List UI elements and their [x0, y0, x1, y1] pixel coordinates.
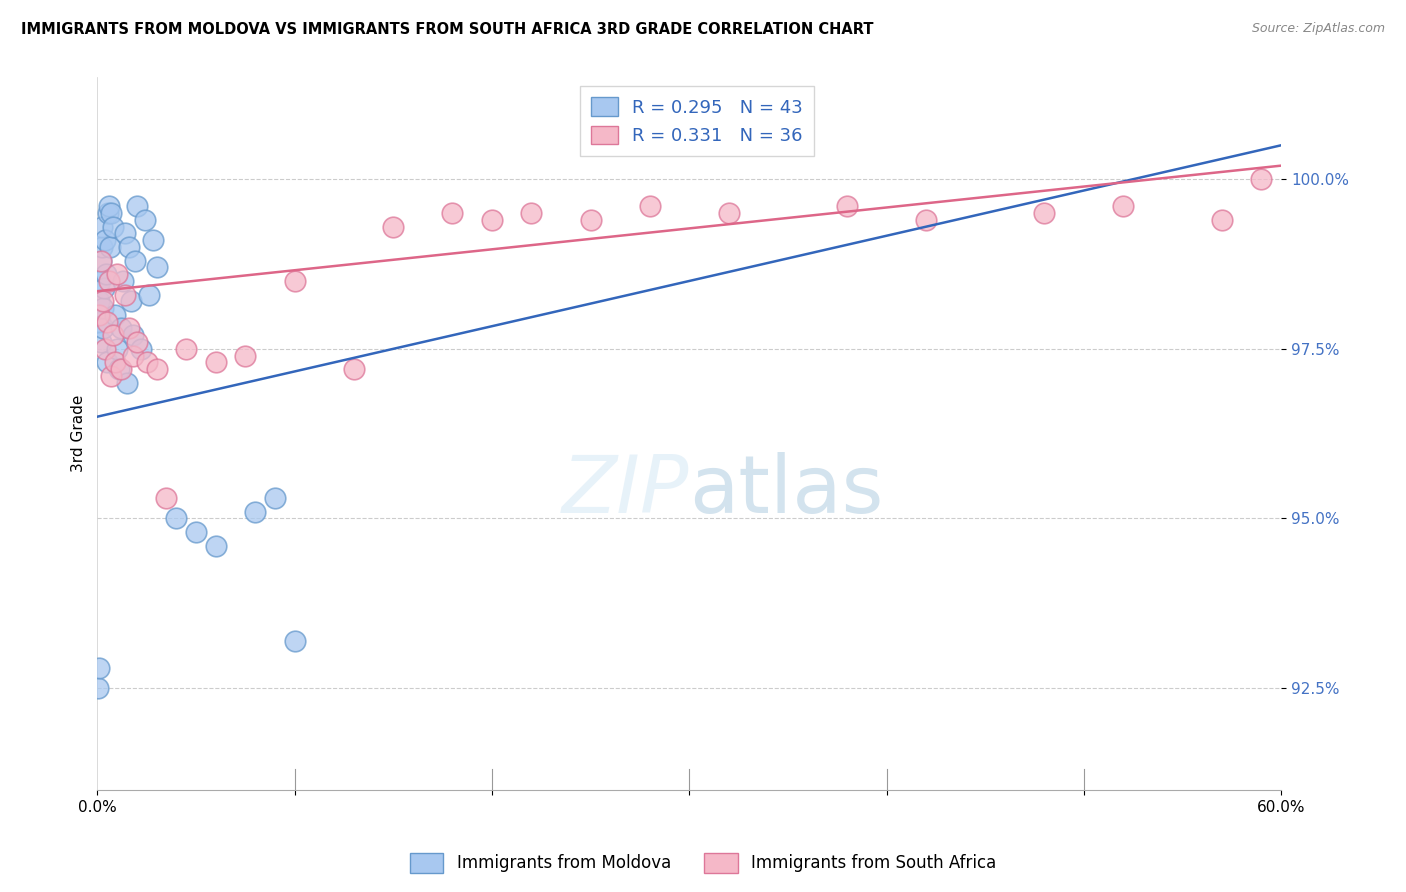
- Point: [264, 491, 287, 505]
- Point: [204, 539, 226, 553]
- Point: [284, 274, 307, 288]
- Point: [98, 274, 121, 288]
- Point: [87, 661, 110, 675]
- Point: [110, 362, 132, 376]
- Point: [98, 199, 121, 213]
- Point: [124, 253, 146, 268]
- Point: [90, 334, 112, 349]
- Point: [233, 349, 256, 363]
- Point: [481, 213, 503, 227]
- Point: [717, 206, 740, 220]
- Point: [284, 633, 307, 648]
- Point: [915, 213, 938, 227]
- Point: [115, 376, 138, 390]
- Point: [91, 219, 114, 234]
- Point: [520, 206, 543, 220]
- Point: [121, 349, 143, 363]
- Point: [165, 511, 187, 525]
- Point: [120, 294, 142, 309]
- Point: [243, 505, 266, 519]
- Point: [125, 199, 148, 213]
- Point: [97, 206, 120, 220]
- Point: [100, 206, 122, 220]
- Y-axis label: 3rd Grade: 3rd Grade: [72, 395, 86, 473]
- Legend: Immigrants from Moldova, Immigrants from South Africa: Immigrants from Moldova, Immigrants from…: [404, 847, 1002, 880]
- Text: IMMIGRANTS FROM MOLDOVA VS IMMIGRANTS FROM SOUTH AFRICA 3RD GRADE CORRELATION CH: IMMIGRANTS FROM MOLDOVA VS IMMIGRANTS FR…: [21, 22, 873, 37]
- Point: [98, 240, 121, 254]
- Point: [835, 199, 858, 213]
- Point: [134, 213, 156, 227]
- Point: [89, 315, 111, 329]
- Point: [125, 334, 148, 349]
- Point: [94, 233, 117, 247]
- Point: [94, 342, 117, 356]
- Point: [142, 233, 165, 247]
- Point: [105, 342, 128, 356]
- Point: [100, 368, 122, 383]
- Point: [638, 199, 661, 213]
- Point: [110, 321, 132, 335]
- Point: [96, 355, 118, 369]
- Point: [579, 213, 602, 227]
- Point: [382, 219, 405, 234]
- Point: [111, 274, 134, 288]
- Point: [104, 308, 127, 322]
- Point: [138, 287, 160, 301]
- Legend: R = 0.295   N = 43, R = 0.331   N = 36: R = 0.295 N = 43, R = 0.331 N = 36: [579, 87, 814, 156]
- Point: [91, 301, 114, 315]
- Point: [145, 260, 167, 275]
- Text: ZIP: ZIP: [562, 451, 689, 530]
- Point: [105, 267, 128, 281]
- Point: [184, 524, 207, 539]
- Point: [114, 227, 136, 241]
- Point: [91, 321, 114, 335]
- Point: [135, 355, 157, 369]
- Point: [91, 294, 114, 309]
- Point: [104, 355, 127, 369]
- Point: [96, 315, 118, 329]
- Point: [1250, 172, 1272, 186]
- Point: [1112, 199, 1135, 213]
- Point: [441, 206, 464, 220]
- Point: [1033, 206, 1056, 220]
- Point: [96, 267, 118, 281]
- Point: [89, 294, 111, 309]
- Point: [343, 362, 366, 376]
- Point: [204, 355, 226, 369]
- Point: [118, 240, 141, 254]
- Point: [101, 219, 124, 234]
- Point: [90, 253, 112, 268]
- Point: [1211, 213, 1233, 227]
- Point: [90, 253, 112, 268]
- Point: [101, 328, 124, 343]
- Point: [89, 274, 111, 288]
- Point: [87, 681, 110, 695]
- Point: [145, 362, 167, 376]
- Text: Source: ZipAtlas.com: Source: ZipAtlas.com: [1251, 22, 1385, 36]
- Point: [114, 287, 136, 301]
- Text: atlas: atlas: [689, 451, 883, 530]
- Point: [121, 328, 143, 343]
- Point: [155, 491, 177, 505]
- Point: [174, 342, 197, 356]
- Point: [89, 308, 111, 322]
- Point: [118, 321, 141, 335]
- Point: [90, 240, 112, 254]
- Point: [93, 281, 115, 295]
- Point: [129, 342, 152, 356]
- Point: [108, 362, 131, 376]
